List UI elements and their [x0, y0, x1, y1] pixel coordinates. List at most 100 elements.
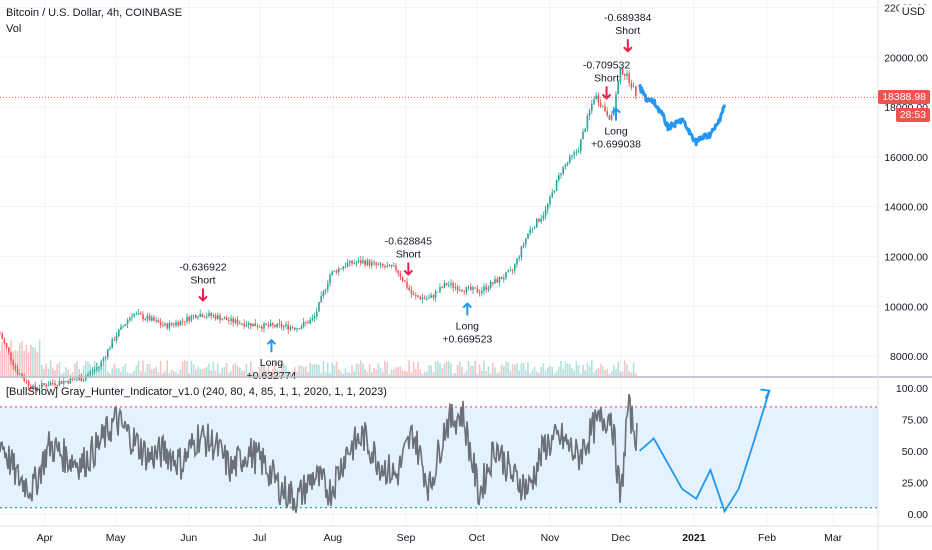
volume-bar: [630, 372, 633, 376]
candle-body: [274, 325, 276, 327]
volume-bar: [615, 369, 617, 376]
candle-body: [203, 316, 206, 318]
candle-body: [635, 86, 637, 97]
volume-bar: [538, 373, 540, 376]
volume-bar: [289, 371, 292, 376]
volume-bar: [25, 344, 28, 376]
volume-bar: [203, 368, 206, 376]
x-tick-label: Aug: [323, 532, 342, 544]
short-arrow-icon: [623, 39, 633, 53]
candle-body: [597, 95, 600, 103]
candle-body: [525, 238, 527, 245]
candle-body: [516, 258, 518, 265]
volume-bar: [404, 371, 406, 376]
volume-bar: [456, 365, 459, 376]
candle-body: [540, 218, 542, 222]
volume-bar: [164, 370, 166, 376]
volume-bar: [313, 363, 316, 376]
candle-body: [120, 326, 122, 330]
volume-bar: [514, 364, 516, 376]
volume-bar: [256, 372, 259, 376]
candle-body: [85, 376, 87, 380]
volume-bar: [245, 363, 248, 376]
volume-bar: [283, 363, 285, 376]
volume-bar: [76, 360, 78, 376]
candle-body: [96, 367, 98, 370]
price-series: [0, 67, 727, 393]
candle-body: [573, 152, 575, 156]
volume-bar: [571, 368, 573, 376]
candle-body: [434, 291, 437, 298]
candle-body: [364, 260, 366, 265]
volume-bar: [439, 362, 441, 376]
currency-label[interactable]: USD: [898, 5, 928, 19]
candle-body: [124, 323, 127, 327]
volume-bar: [624, 360, 626, 376]
candle-body: [148, 315, 151, 321]
candle-body: [5, 343, 8, 348]
osc-tick-label: 100.00: [896, 383, 928, 395]
candle-body: [322, 291, 325, 296]
volume-bar: [52, 367, 54, 376]
volume-bar: [144, 371, 146, 376]
volume-bar: [357, 363, 360, 376]
volume-bar: [531, 370, 534, 376]
candle-body: [228, 320, 230, 321]
volume-bar: [351, 365, 353, 376]
volume-bar: [305, 366, 307, 376]
long-label: Long: [604, 126, 628, 138]
volume-bar: [632, 362, 635, 376]
volume-bar: [14, 350, 17, 376]
volume-bar: [375, 369, 377, 376]
volume-bar: [197, 366, 199, 376]
candle-body: [102, 358, 105, 362]
candle-body: [243, 323, 245, 327]
candle-body: [151, 317, 153, 321]
volume-bar: [186, 361, 188, 376]
candle-body: [483, 286, 485, 291]
candle-body: [329, 275, 331, 284]
volume-bar: [511, 364, 514, 376]
volume-bar: [379, 368, 382, 376]
volume-bar: [470, 365, 472, 376]
candle-body: [494, 279, 496, 284]
volume-bar: [296, 371, 298, 376]
volume-bar: [252, 371, 254, 376]
volume-bar: [364, 369, 366, 376]
volume-bar: [573, 370, 575, 376]
volume-bar: [452, 373, 454, 376]
volume-bar: [142, 360, 144, 376]
volume-bar: [118, 368, 120, 376]
candle-body: [496, 279, 498, 283]
volume-bar: [340, 371, 342, 376]
candle-body: [157, 320, 160, 323]
volume-bar: [575, 361, 578, 376]
candle-body: [247, 322, 250, 326]
candle-body: [489, 281, 492, 288]
volume-bar: [542, 363, 545, 376]
volume-bar: [175, 372, 177, 376]
candle-body: [511, 269, 514, 271]
candle-body: [36, 388, 39, 389]
volume-bar: [423, 371, 426, 376]
candle-body: [417, 295, 419, 297]
short-arrow-icon: [601, 86, 612, 100]
candle-body: [276, 323, 278, 327]
volume-bar: [65, 367, 67, 376]
short-label: Short: [615, 25, 640, 37]
volume-bar: [373, 368, 375, 376]
candle-body: [401, 276, 404, 281]
volume-bar: [168, 373, 171, 376]
volume-bar: [261, 364, 263, 376]
volume-bar: [58, 362, 61, 376]
candle-body: [144, 319, 146, 320]
volume-bar: [437, 361, 439, 376]
candle-body: [60, 380, 63, 384]
candle-body: [520, 246, 523, 257]
candle-body: [377, 264, 380, 266]
y-tick-label: 10000.00: [884, 301, 928, 313]
volume-bar: [331, 362, 333, 376]
candle-body: [412, 293, 415, 296]
candle-body: [155, 320, 157, 321]
